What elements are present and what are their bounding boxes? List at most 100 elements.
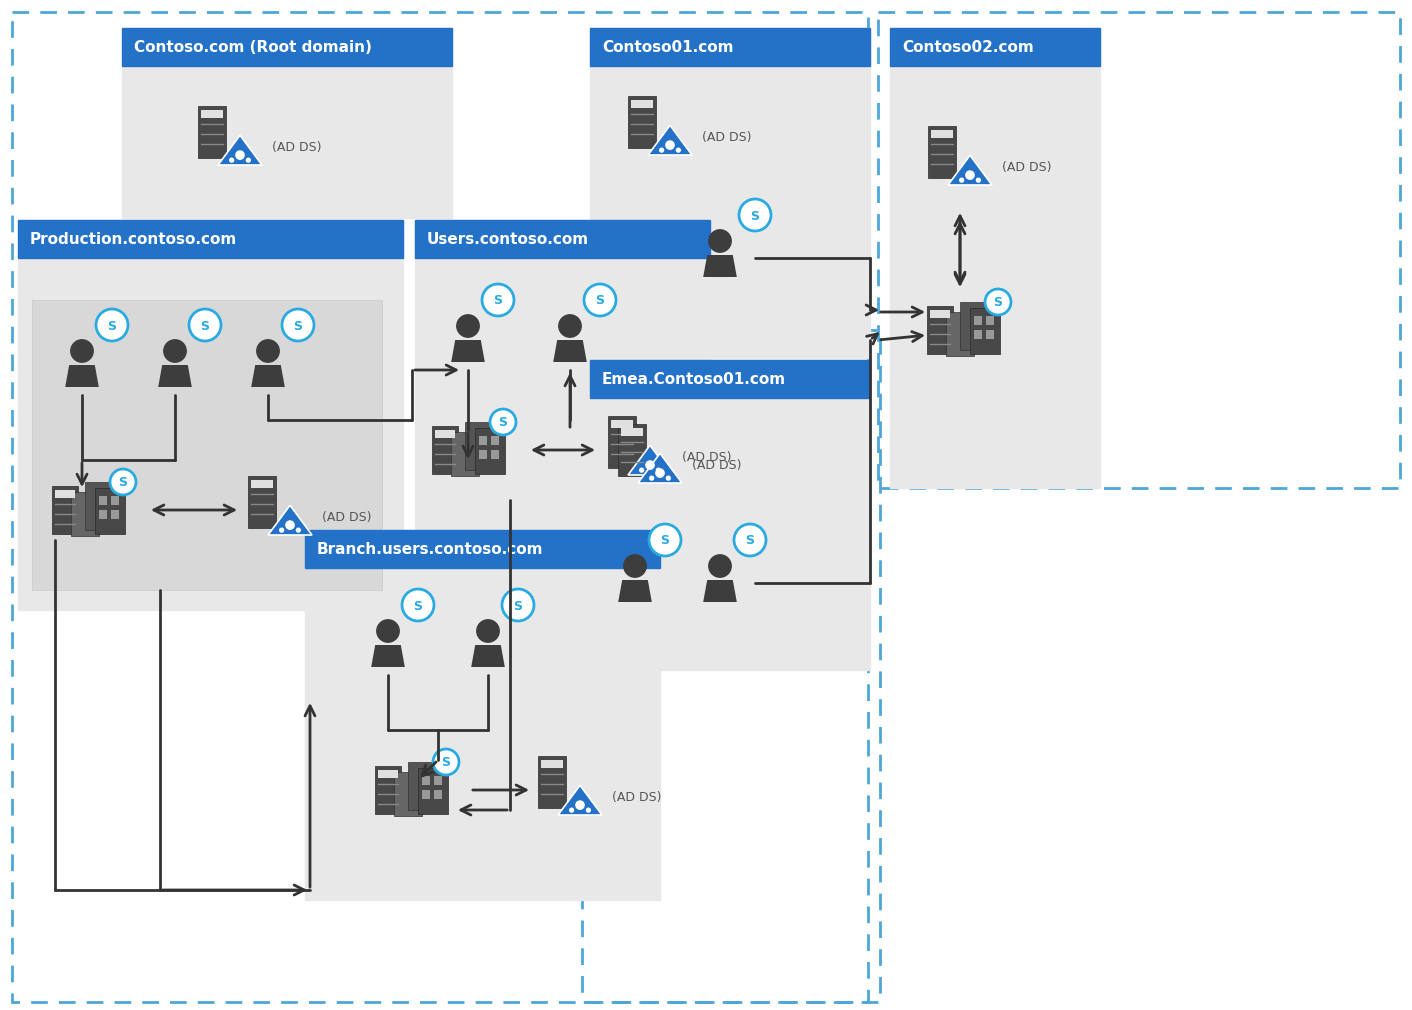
Bar [85,482,117,530]
Circle shape [650,524,681,556]
Circle shape [709,230,731,252]
Circle shape [559,315,582,337]
Text: S: S [107,319,117,332]
Bar [970,308,1000,354]
Bar [618,424,647,476]
Text: Contoso01.com: Contoso01.com [602,39,733,55]
Bar [433,790,442,799]
Circle shape [189,309,222,341]
Bar [251,480,273,488]
Bar [305,530,659,900]
Text: S: S [661,534,669,547]
Bar [201,110,223,118]
Circle shape [295,527,301,533]
Bar [946,312,974,356]
Circle shape [402,589,433,621]
Bar [71,492,99,536]
Text: S: S [494,295,503,307]
Bar [890,28,1100,66]
Bar [32,300,383,590]
Bar [631,100,652,108]
Text: (AD DS): (AD DS) [682,451,731,465]
Bar [491,436,498,445]
Bar [582,330,880,1002]
Bar [95,488,126,534]
Bar [611,420,633,428]
Polygon shape [371,645,405,667]
Text: S: S [201,319,209,332]
Text: S: S [994,297,1003,309]
Circle shape [966,171,974,180]
Bar [435,430,455,438]
Bar [432,426,457,474]
Circle shape [709,554,731,577]
Circle shape [650,476,654,481]
Bar [491,450,498,459]
Bar [99,510,107,519]
Text: (AD DS): (AD DS) [322,511,371,524]
Circle shape [986,289,1011,315]
Circle shape [655,469,665,478]
Bar [986,330,994,339]
Circle shape [575,800,585,810]
Bar [590,28,870,358]
Circle shape [645,461,655,470]
Circle shape [665,476,671,481]
Polygon shape [472,645,505,667]
Polygon shape [65,365,99,387]
Circle shape [503,589,534,621]
Polygon shape [703,580,737,602]
Bar [376,766,401,814]
Circle shape [377,620,400,642]
Bar [928,306,953,353]
Bar [541,760,563,768]
Bar [986,316,994,325]
Bar [931,130,953,138]
Bar [422,790,431,799]
Text: Contoso02.com: Contoso02.com [902,39,1034,55]
Circle shape [257,339,280,363]
Circle shape [959,178,964,183]
Bar [378,770,398,778]
Circle shape [676,147,681,153]
Text: S: S [596,295,604,307]
Polygon shape [268,505,312,535]
Bar [974,316,981,325]
Circle shape [282,309,313,341]
Polygon shape [554,340,587,362]
Polygon shape [558,786,602,815]
Circle shape [433,749,459,775]
Circle shape [285,520,295,530]
Text: S: S [119,477,127,490]
Bar [408,762,441,810]
Circle shape [229,158,234,163]
Text: S: S [498,416,507,429]
Bar [249,476,275,528]
Polygon shape [618,580,652,602]
Circle shape [585,284,616,316]
Bar [878,12,1401,488]
Bar [931,310,950,318]
Circle shape [569,808,575,813]
Bar [415,220,710,530]
Bar [590,360,870,398]
Bar [11,12,868,1002]
Circle shape [477,620,500,642]
Text: Branch.users.contoso.com: Branch.users.contoso.com [318,541,544,557]
Bar [52,486,78,534]
Bar [450,432,479,476]
Bar [55,490,75,498]
Text: Users.contoso.com: Users.contoso.com [426,231,589,246]
Text: (AD DS): (AD DS) [692,460,741,473]
Polygon shape [452,340,484,362]
Bar [198,106,226,158]
Bar [305,530,659,568]
Circle shape [246,158,251,163]
Circle shape [71,339,93,363]
Bar [479,436,487,445]
Circle shape [659,147,664,153]
Polygon shape [947,156,993,185]
Circle shape [280,527,284,533]
Circle shape [738,199,771,231]
Circle shape [655,468,661,473]
